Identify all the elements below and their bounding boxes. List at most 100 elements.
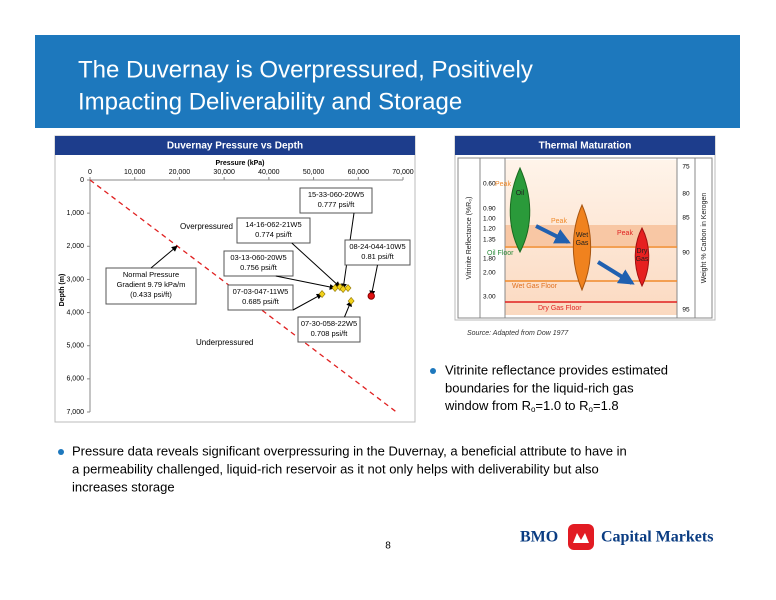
chart-title-bar: [55, 136, 415, 155]
wet-gas-label: Gas: [576, 240, 589, 247]
subscript: o: [531, 405, 536, 414]
wet-gas-label: Wet: [576, 232, 588, 239]
x-axis-label: Pressure (kPa): [215, 160, 264, 167]
well-label: 07-30-058-22W5: [301, 319, 357, 328]
x-tick-label: 20,000: [169, 169, 191, 176]
right-tick-label: 75: [682, 164, 690, 171]
slide-title: Impacting Deliverability and Storage: [78, 88, 462, 115]
gradient-label: 0.777 psi/ft: [318, 200, 356, 209]
gradient-label: 0.756 psi/ft: [240, 263, 278, 272]
x-tick-label: 50,000: [303, 169, 325, 176]
header-band: [35, 35, 740, 128]
maturation-arrow: [535, 224, 571, 244]
annotation-arrow: [291, 242, 341, 288]
logo-text: BMO: [520, 529, 558, 546]
y-tick-label: 1,000: [66, 210, 84, 217]
page-number: 8: [385, 541, 391, 552]
left-tick-label: 1.00: [483, 216, 496, 223]
text-run: window from R: [444, 398, 531, 413]
region-label: Overpressured: [180, 222, 233, 231]
brand-text: Capital Markets: [601, 529, 713, 546]
text-run: =1.0 to R: [535, 398, 588, 413]
annotation-box: [297, 316, 361, 343]
bullet-text: Vitrinite reflectance provides estimated: [445, 362, 668, 377]
bullet-dot: [58, 449, 64, 455]
right-tick-label: 80: [682, 191, 690, 198]
annotation-box: [299, 187, 373, 214]
y-tick-label: 6,000: [66, 376, 84, 383]
dry-gas-label: Dry: [637, 248, 648, 255]
right-tick-label: 95: [682, 307, 690, 314]
bullet-dot: [430, 368, 436, 374]
diagram-ticks: 0.60 0.90 1.00 1.20 1.35 1.80 2.00 3.00 75 80 85 90…: [483, 164, 690, 314]
y-axis-label: Depth (m): [59, 274, 66, 307]
y-tick-label: 3,000: [66, 276, 84, 283]
chart-title: Duvernay Pressure vs Depth: [167, 141, 303, 152]
diagram-frame: [457, 157, 713, 319]
bullet-text: window from Ro=1.0 to Ro=1.8: [444, 398, 619, 414]
bullet-text: boundaries for the liquid-rich gas: [445, 380, 634, 395]
dry-gas-label: Gas: [636, 256, 649, 263]
annotation-box: [223, 250, 294, 277]
gradient-label: 0.685 psi/ft: [242, 297, 280, 306]
well-label: 15-33-060-20W5: [308, 190, 364, 199]
logo-glyph: [573, 533, 589, 543]
well-label: 08-24-044-10W5: [349, 242, 405, 251]
well-label: 07-03-047-11W5: [233, 287, 289, 296]
annotation-arrow: [150, 245, 178, 269]
left-tick-label: 1.35: [483, 237, 496, 244]
y-tick-label: 4,000: [66, 309, 84, 316]
pressure-chart: 0 10,000 20,000 30,000 40,000 50,000 60,000 70,…: [66, 169, 413, 416]
annotation-arrow: [369, 264, 378, 297]
wet-gas-floor-label: Wet Gas Floor: [512, 283, 558, 290]
gradient-label: 0.708 psi/ft: [311, 329, 349, 338]
subscript: o: [589, 405, 594, 414]
annotation-box: [105, 267, 197, 305]
maturation-arrow: [596, 260, 635, 285]
well-label: 14-16-062-21W5: [245, 220, 301, 229]
x-tick-label: 10,000: [124, 169, 146, 176]
data-point: [347, 297, 355, 305]
left-tick-label: 0.60: [483, 181, 496, 188]
y-tick-label: 7,000: [66, 409, 84, 416]
y-tick-label: 2,000: [66, 243, 84, 250]
oil-floor-label: Oil Floor: [487, 250, 514, 257]
annotation-arrow: [292, 293, 323, 311]
x-tick-label: 0: [88, 169, 92, 176]
y-tick-label: 5,000: [66, 343, 84, 350]
bullet-text: a permeability challenged, liquid-rich r…: [72, 461, 599, 476]
peak-label: Peak: [495, 181, 511, 188]
left-axis-label: Vitrinite Reflectance (%R₀): [466, 197, 473, 280]
gradient-label: 0.774 psi/ft: [255, 230, 293, 239]
left-tick-label: 1.20: [483, 226, 496, 233]
data-point: [318, 290, 326, 298]
annotation-box: [227, 284, 294, 311]
well-label: 03-13-060-20W5: [230, 253, 286, 262]
diagram-title: Thermal Maturation: [539, 141, 632, 152]
x-tick-label: 40,000: [258, 169, 280, 176]
bullet-text: Pressure data reveals significant overpr…: [72, 443, 627, 458]
left-tick-label: 1.80: [483, 256, 496, 263]
source-note: Source: Adapted from Dow 1977: [467, 330, 569, 337]
x-tick-label: 60,000: [348, 169, 370, 176]
bullet-text: increases storage: [72, 479, 175, 494]
data-point: [344, 284, 352, 293]
left-tick-label: 3.00: [483, 294, 496, 301]
right-axis-label: Weight % Carbon in Kerogen: [701, 193, 708, 284]
annotation-text: Normal Pressure: [123, 270, 179, 279]
annotation-text: Gradient 9.79 kPa/m: [117, 280, 186, 289]
gradient-label: 0.81 psi/ft: [361, 252, 394, 261]
right-tick-label: 85: [682, 215, 690, 222]
annotation-arrow: [275, 275, 336, 290]
oil-drop: [509, 166, 531, 254]
annotation-text: (0.433 psi/ft): [130, 290, 172, 299]
peak-label: Peak: [617, 230, 633, 237]
slide-title: The Duvernay is Overpressured, Positivel…: [78, 56, 533, 83]
left-tick-label: 2.00: [483, 270, 496, 277]
annotation-box: [344, 239, 411, 266]
data-point: [367, 292, 375, 300]
left-tick-label: 0.90: [483, 206, 496, 213]
right-tick-label: 90: [682, 250, 690, 257]
dry-gas-floor-label: Dry Gas Floor: [538, 305, 582, 312]
